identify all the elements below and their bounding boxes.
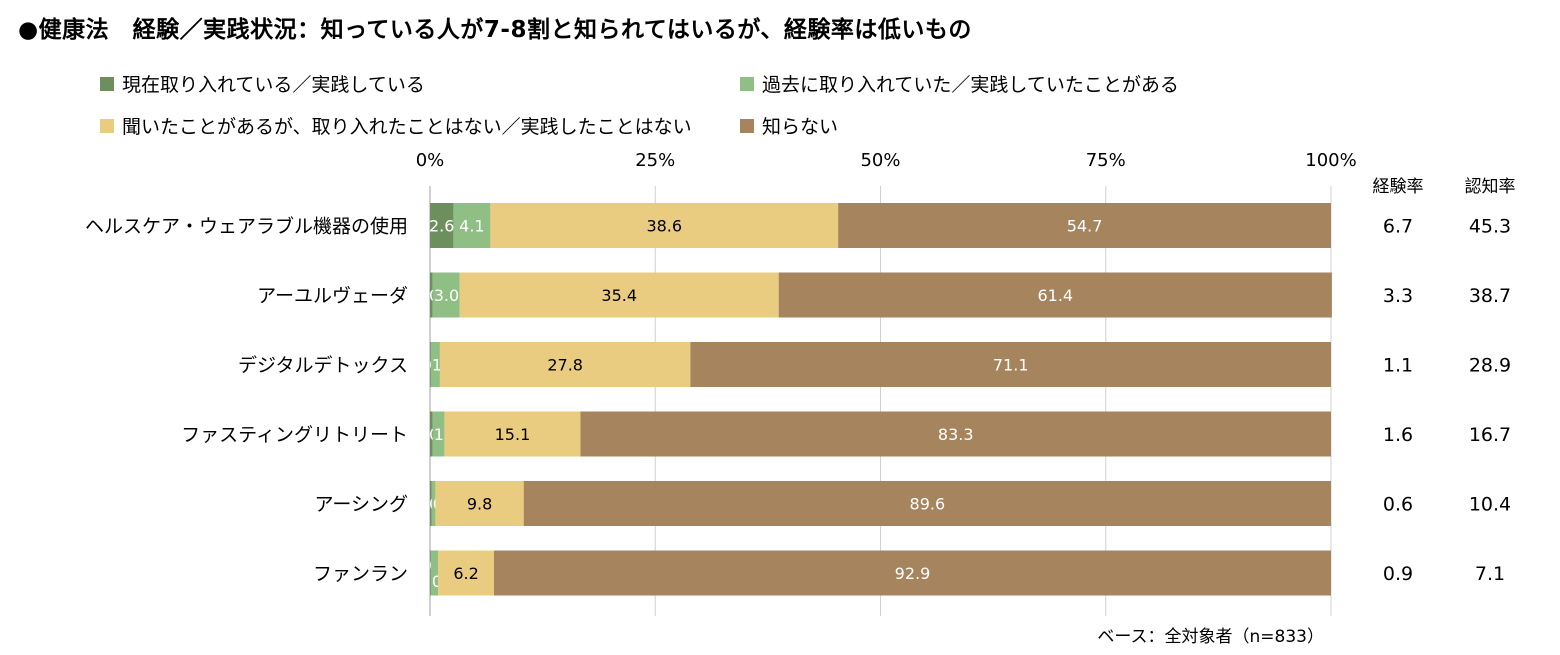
data-label: 35.4 (601, 286, 637, 305)
base-note: ベース：全対象者（n=833） (1097, 627, 1324, 647)
side-column-value: 1.6 (1383, 424, 1413, 446)
legend-swatch-past (740, 76, 754, 91)
chart-title: ●健康法 経験／実践状況：知っている人が7-8割と知られてはいるが、経験率は低い… (18, 17, 972, 43)
category-label: デジタルデトックス (238, 355, 408, 377)
data-label: 61.4 (1037, 286, 1073, 305)
category-label: ファンラン (313, 563, 408, 585)
data-label: 38.6 (646, 217, 682, 236)
data-label: 15.1 (495, 425, 531, 444)
x-tick-label: 25% (635, 150, 675, 171)
data-label: 71.1 (993, 356, 1029, 375)
data-label: 89.6 (910, 495, 946, 514)
bar-segment-current (430, 481, 432, 526)
legend-label-heard: 聞いたことがあるが、取り入れたことはない／実践したことはない (122, 116, 692, 138)
data-label: 3.0 (434, 286, 459, 305)
legend-item-current: 現在取り入れている／実践している (100, 70, 425, 97)
category-label: ファスティングリトリート (181, 424, 408, 446)
x-tick-label: 100% (1305, 150, 1356, 171)
bar-segment-heard (435, 481, 524, 526)
category-label: アーユルヴェーダ (257, 285, 408, 307)
data-label: 54.7 (1067, 217, 1103, 236)
data-label: 9.8 (467, 495, 492, 514)
x-tick-label: 0% (416, 150, 445, 171)
side-column-value: 45.3 (1469, 216, 1511, 238)
side-column-value: 38.7 (1469, 285, 1511, 307)
bar-segment-unknown (690, 342, 1331, 387)
side-column-value: 7.1 (1475, 563, 1505, 585)
bar-segment-unknown (580, 411, 1331, 457)
side-column-header: 認知率 (1465, 177, 1516, 197)
bar-segment-unknown (838, 203, 1331, 248)
x-tick-label: 50% (860, 150, 900, 171)
bar-segment-current (430, 272, 433, 318)
category-label: ヘルスケア・ウェアラブル機器の使用 (85, 215, 408, 238)
bar-segment-heard (438, 550, 494, 596)
bar-segment-past (430, 342, 440, 387)
legend-label-unknown: 知らない (762, 116, 839, 138)
side-column-header: 経験率 (1373, 177, 1424, 197)
side-column-value: 1.1 (1383, 355, 1413, 377)
side-column-value: 28.9 (1469, 355, 1511, 377)
side-column-value: 6.7 (1383, 216, 1413, 238)
side-column-value: 0.9 (1383, 563, 1413, 585)
data-label: 2.6 (429, 217, 454, 236)
bar-segment-current (430, 342, 431, 387)
category-label: アーシング (315, 494, 408, 516)
side-column-value: 10.4 (1469, 494, 1511, 516)
side-column-value: 0.6 (1383, 494, 1413, 516)
legend-item-past: 過去に取り入れていた／実践していたことがある (740, 70, 1179, 97)
data-label: 27.8 (547, 356, 583, 375)
bar-segment-current (430, 550, 431, 596)
bar-segment-unknown (493, 550, 1331, 596)
bar-segment-heard (439, 342, 691, 387)
legend-item-unknown: 知らない (740, 112, 838, 139)
legend-swatch-unknown (740, 118, 754, 133)
data-label: 92.9 (895, 564, 931, 583)
x-tick-label: 75% (1086, 150, 1126, 171)
bar-segment-unknown (778, 272, 1332, 318)
bar-segment-heard (490, 203, 839, 248)
legend-swatch-heard (100, 118, 114, 133)
bar-segment-past (453, 203, 491, 248)
legend-swatch-current (100, 76, 114, 91)
bar-segment-current (430, 411, 433, 457)
bar-segment-unknown (523, 481, 1331, 526)
bar-segment-heard (444, 411, 581, 457)
bar-segment-past (432, 272, 460, 318)
legend-label-current: 現在取り入れている／実践している (122, 74, 425, 96)
bar-segment-past (431, 481, 436, 526)
bar-segment-heard (459, 272, 779, 318)
side-column-value: 3.3 (1383, 285, 1413, 307)
legend-item-heard: 聞いたことがあるが、取り入れたことはない／実践したことはない (100, 112, 692, 139)
data-label: 4.1 (459, 217, 484, 236)
data-label: 6.2 (453, 564, 478, 583)
bar-segment-past (430, 550, 439, 596)
bar-segment-past (432, 411, 445, 457)
bar-segment-current (430, 203, 454, 248)
side-column-value: 16.7 (1469, 424, 1511, 446)
legend-label-past: 過去に取り入れていた／実践していたことがある (762, 74, 1179, 96)
data-label: 83.3 (938, 425, 974, 444)
